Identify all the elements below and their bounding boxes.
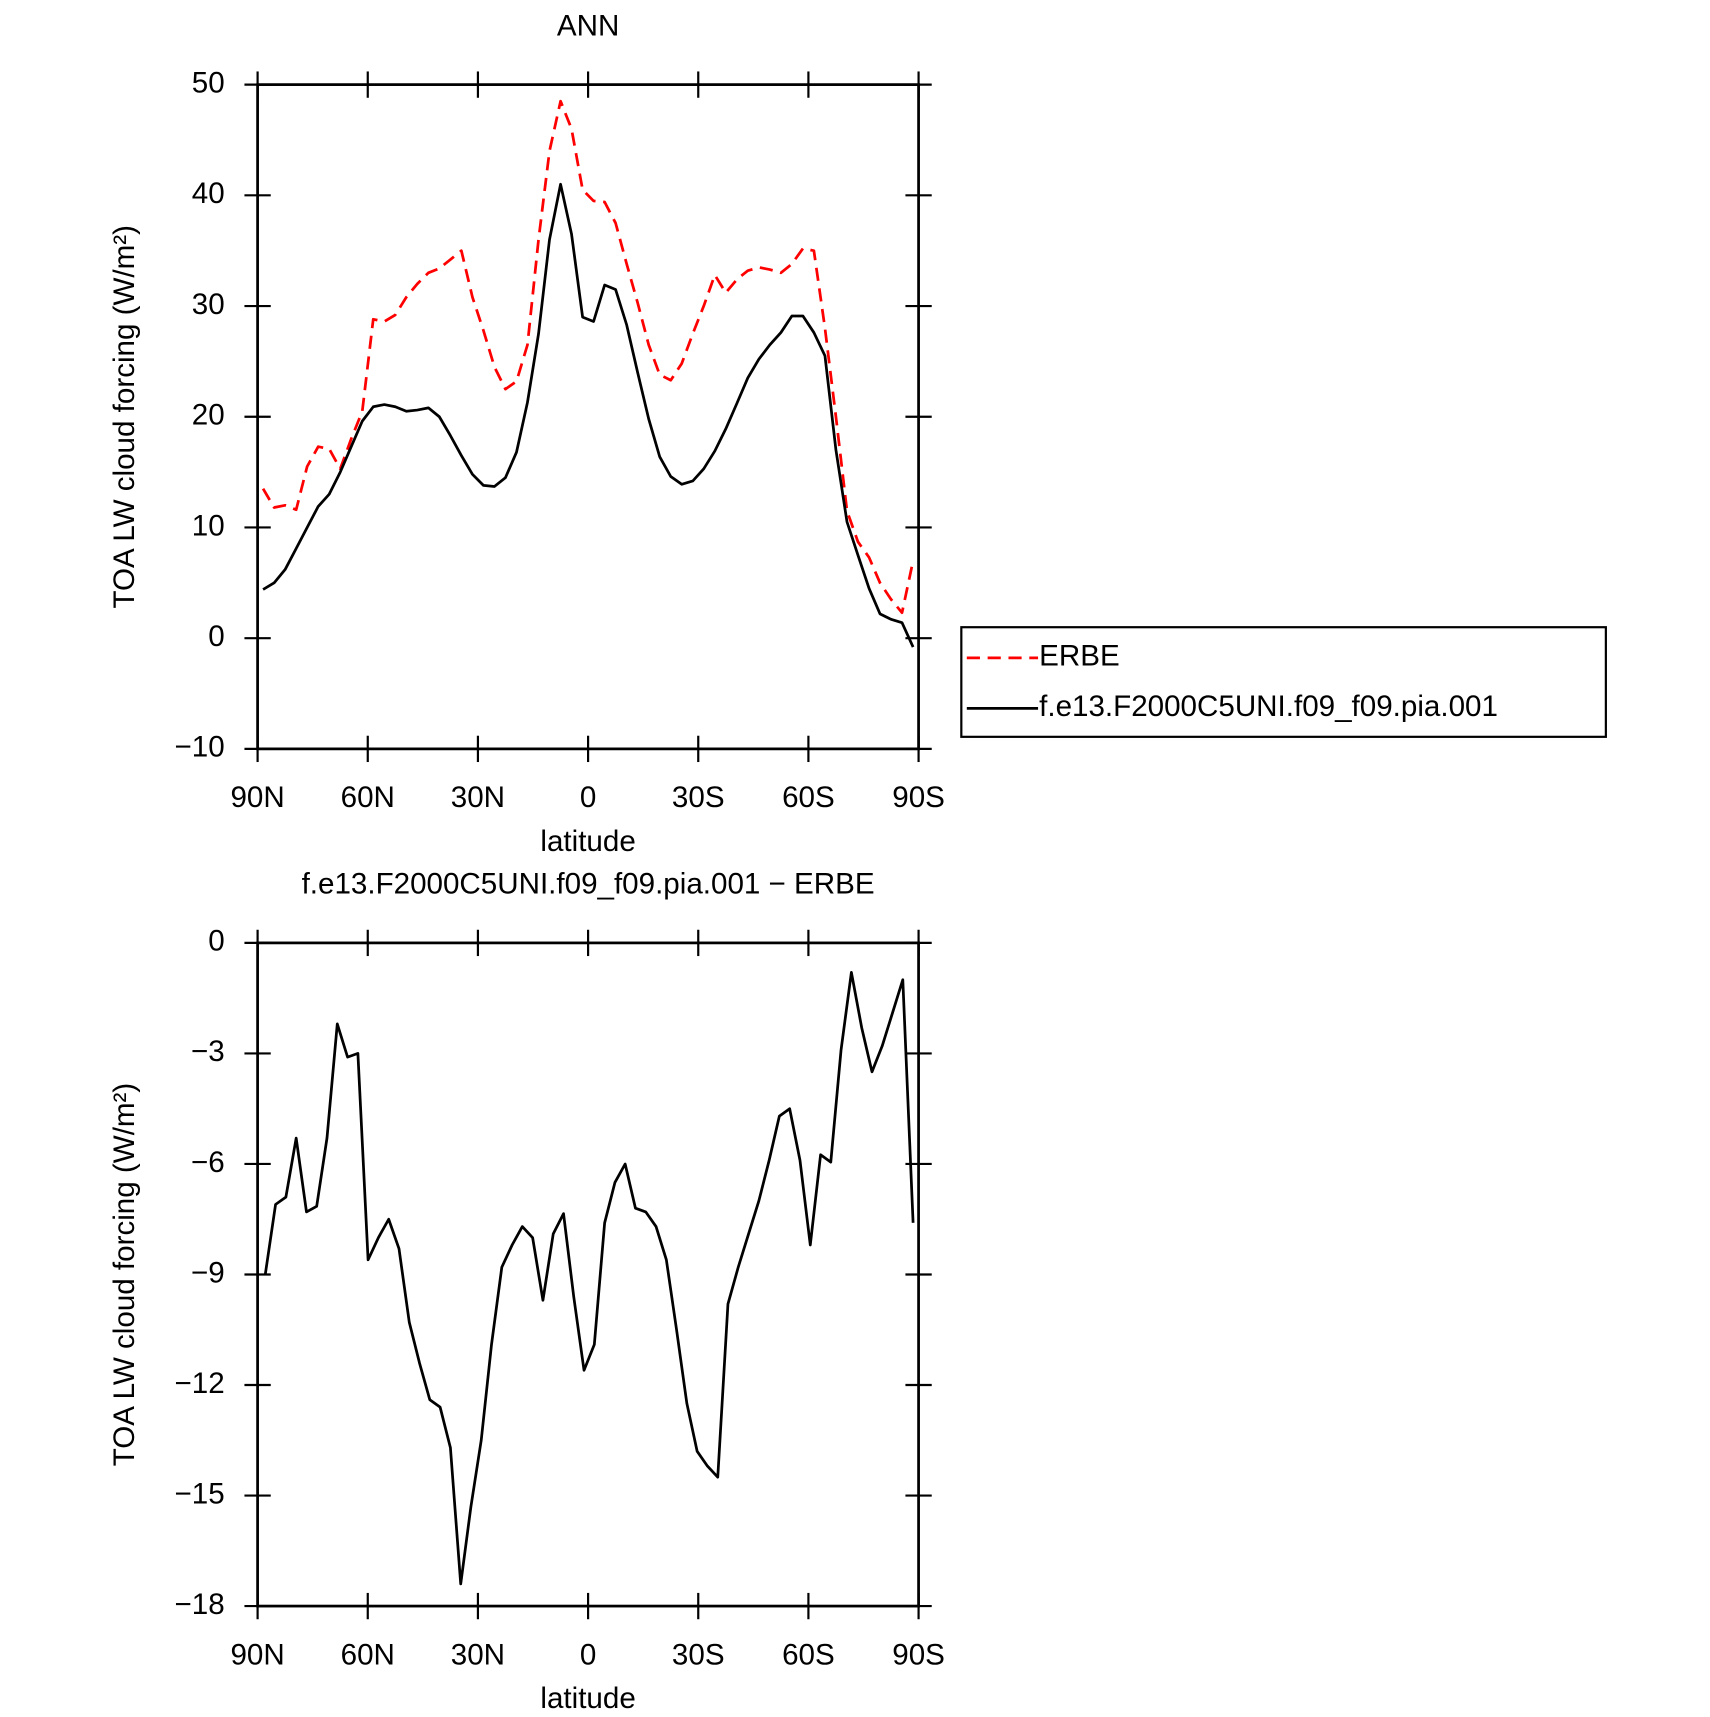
y-tick-label: −6 bbox=[191, 1146, 225, 1179]
x-tick-label: 60N bbox=[341, 781, 395, 814]
x-axis-label: latitude bbox=[540, 1682, 635, 1715]
y-tick-label: 50 bbox=[192, 66, 225, 99]
y-tick-label: 40 bbox=[192, 177, 225, 210]
y-tick-label: −15 bbox=[175, 1477, 225, 1510]
chart-title: f.e13.F2000C5UNI.f09_f09.pia.001 − ERBE bbox=[302, 868, 875, 901]
y-tick-label: 0 bbox=[208, 925, 224, 958]
legend-label: ERBE bbox=[1039, 640, 1120, 673]
x-tick-label: 30N bbox=[451, 1638, 505, 1671]
legend-box bbox=[960, 626, 1607, 738]
x-tick-label: 0 bbox=[580, 1638, 596, 1671]
x-tick-label: 30N bbox=[451, 781, 505, 814]
y-tick-label: −10 bbox=[175, 731, 225, 764]
x-tick-label: 60N bbox=[341, 1638, 395, 1671]
y-axis-label: TOA LW cloud forcing (W/m²) bbox=[108, 225, 141, 609]
y-axis-label: TOA LW cloud forcing (W/m²) bbox=[108, 1083, 141, 1467]
chart-title: ANN bbox=[557, 9, 619, 42]
plot-frame bbox=[256, 83, 920, 751]
y-tick-label: −3 bbox=[191, 1035, 225, 1068]
x-tick-label: 60S bbox=[782, 1638, 835, 1671]
x-tick-label: 90N bbox=[230, 1638, 284, 1671]
x-axis-label: latitude bbox=[540, 825, 635, 858]
x-tick-label: 60S bbox=[782, 781, 835, 814]
legend-label: f.e13.F2000C5UNI.f09_f09.pia.001 bbox=[1039, 690, 1498, 723]
y-tick-label: 0 bbox=[208, 620, 224, 653]
x-tick-label: 90N bbox=[230, 781, 284, 814]
x-tick-label: 30S bbox=[672, 781, 725, 814]
x-tick-label: 90S bbox=[892, 1638, 945, 1671]
plot-frame bbox=[256, 941, 920, 1608]
line-series bbox=[263, 971, 915, 1586]
y-tick-label: −18 bbox=[175, 1588, 225, 1621]
y-tick-label: −12 bbox=[175, 1367, 225, 1400]
y-tick-label: 10 bbox=[192, 509, 225, 542]
y-tick-label: −9 bbox=[191, 1256, 225, 1289]
x-tick-label: 30S bbox=[672, 1638, 725, 1671]
line-series bbox=[262, 182, 915, 648]
x-tick-label: 90S bbox=[892, 781, 945, 814]
line-series bbox=[261, 99, 915, 615]
y-tick-label: 20 bbox=[192, 399, 225, 432]
y-tick-label: 30 bbox=[192, 288, 225, 321]
x-tick-label: 0 bbox=[580, 781, 596, 814]
